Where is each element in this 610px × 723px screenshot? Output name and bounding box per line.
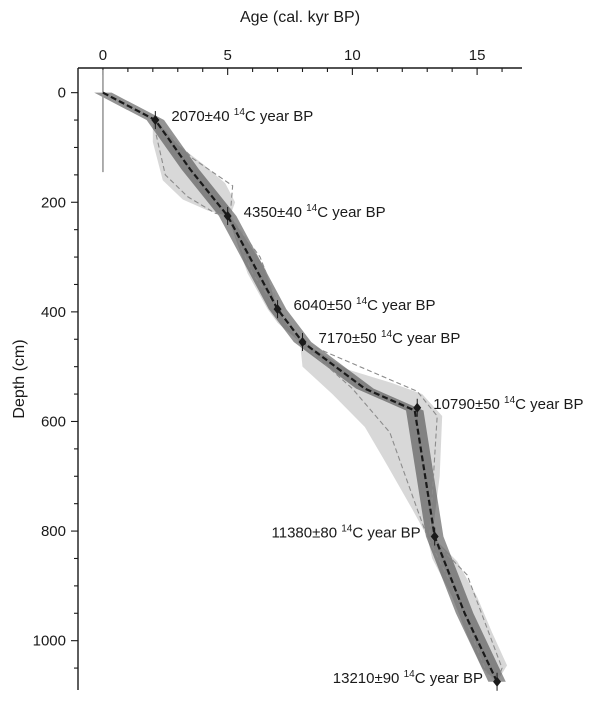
y-tick-label: 1000 (33, 633, 66, 650)
date-label: 11380±80 14C year BP (272, 524, 421, 542)
date-label-value: 6040±50 (294, 297, 356, 314)
date-label-value: 11380±80 (272, 525, 342, 542)
y-tick-label: 800 (41, 523, 66, 540)
date-label-isotope: 14 (356, 296, 368, 307)
y-tick-label: 600 (41, 413, 66, 430)
date-label-isotope: 14 (341, 524, 353, 535)
lower-bound-line (102, 92, 498, 683)
upper-bound-line (102, 92, 503, 682)
date-label-unit: C year BP (352, 525, 420, 542)
date-label-value: 4350±40 (244, 204, 306, 221)
date-label-isotope: 14 (306, 203, 318, 214)
date-label-unit: C year BP (515, 396, 583, 413)
x-tick-label: 5 (223, 47, 231, 64)
date-label: 7170±50 14C year BP (318, 329, 460, 347)
x-axis-title: Age (cal. kyr BP) (240, 9, 360, 26)
date-label-isotope: 14 (234, 107, 246, 118)
x-tick-label: 10 (344, 47, 361, 64)
median-line (102, 91, 499, 683)
probability-envelope (102, 92, 508, 682)
date-label-unit: C year BP (367, 297, 435, 314)
date-label: 13210±90 14C year BP (333, 669, 483, 687)
date-label-value: 7170±50 (318, 330, 380, 347)
date-label-unit: C year BP (317, 204, 385, 221)
date-label-value: 13210±90 (333, 670, 404, 687)
date-label-isotope: 14 (404, 669, 416, 680)
probability-envelope-core (94, 92, 506, 682)
x-tick-label: 0 (99, 47, 107, 64)
date-label-isotope: 14 (381, 329, 393, 340)
date-label: 2070±40 14C year BP (171, 107, 313, 125)
date-label-value: 10790±50 (433, 396, 504, 413)
y-axis-title: Depth (cm) (11, 339, 28, 418)
date-label-unit: C year BP (415, 670, 483, 687)
date-label: 4350±40 14C year BP (244, 203, 386, 221)
date-label-unit: C year BP (245, 108, 313, 125)
y-tick-label: 400 (41, 304, 66, 321)
date-label-unit: C year BP (392, 330, 460, 347)
date-label: 10790±50 14C year BP (433, 395, 583, 413)
y-tick-label: 0 (58, 85, 66, 102)
date-label: 6040±50 14C year BP (294, 296, 436, 314)
date-label-isotope: 14 (504, 395, 516, 406)
date-label-value: 2070±40 (171, 108, 233, 125)
x-tick-label: 15 (469, 47, 486, 64)
y-tick-label: 200 (41, 194, 66, 211)
